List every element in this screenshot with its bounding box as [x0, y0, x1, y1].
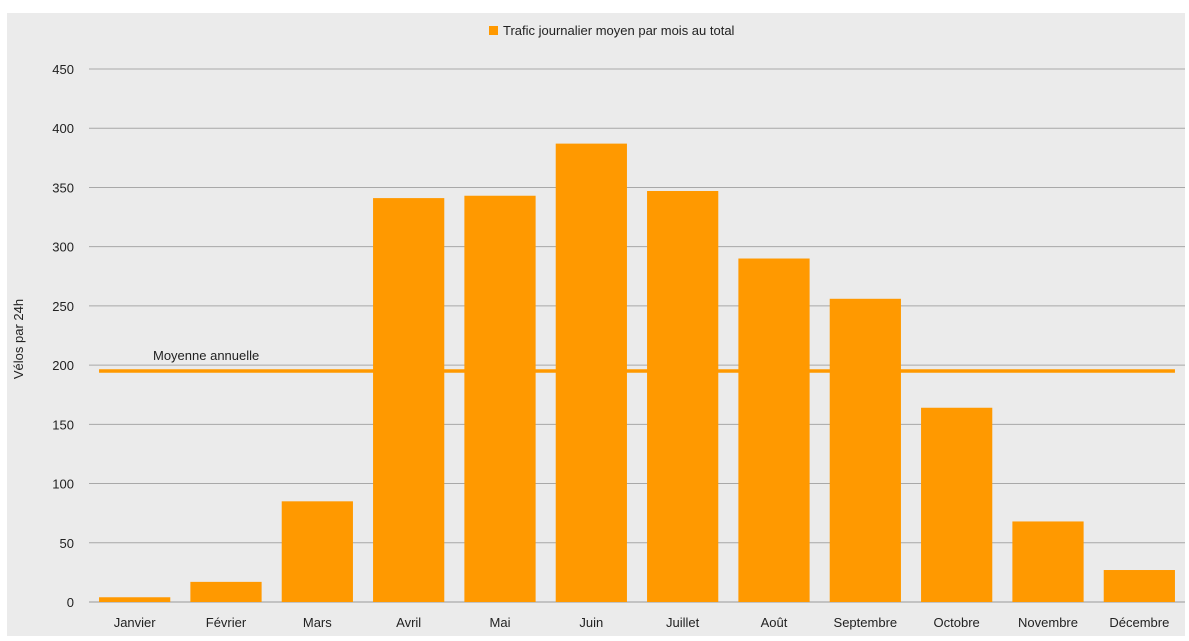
bar: [281, 501, 353, 602]
y-tick-label: 200: [52, 358, 74, 373]
y-tick-label: 400: [52, 121, 74, 136]
bar: [373, 198, 445, 603]
legend: Trafic journalier moyen par mois au tota…: [489, 23, 735, 38]
bar: [647, 190, 719, 602]
bar: [1103, 570, 1175, 602]
y-tick-label: 50: [60, 536, 74, 551]
bar: [464, 195, 536, 603]
annual-mean: Moyenne annuelle: [99, 348, 1175, 373]
bar: [738, 258, 810, 602]
x-tick-label: Octobre: [934, 615, 980, 630]
x-tick-label: Septembre: [834, 615, 898, 630]
bar: [190, 581, 262, 602]
y-tick-label: 250: [52, 299, 74, 314]
y-tick-label: 150: [52, 417, 74, 432]
x-axis-ticks: Janvier Février Mars Avril Mai Juin Juillet Aoû…: [114, 615, 1170, 630]
y-tick-label: 450: [52, 62, 74, 77]
bar: [829, 298, 901, 602]
x-tick-label: Mars: [303, 615, 332, 630]
bars: [99, 143, 1175, 603]
legend-swatch: [489, 26, 498, 35]
bar: [1012, 521, 1084, 602]
chart-frame: 0 50 100 150 200 250 300 350 400 450 Janvier Févri…: [7, 13, 1185, 636]
x-tick-label: Novembre: [1018, 615, 1078, 630]
y-tick-label: 0: [67, 595, 74, 610]
gridlines: [89, 68, 1185, 603]
bar-chart: 0 50 100 150 200 250 300 350 400 450 Janvier Févri…: [11, 23, 1185, 630]
bar: [99, 597, 171, 602]
bar: [921, 407, 993, 602]
x-tick-label: Janvier: [114, 615, 157, 630]
x-tick-label: Juin: [579, 615, 603, 630]
x-tick-label: Août: [761, 615, 788, 630]
y-axis-ticks: 0 50 100 150 200 250 300 350 400 450: [52, 62, 74, 610]
legend-label: Trafic journalier moyen par mois au tota…: [503, 23, 735, 38]
x-tick-label: Juillet: [666, 615, 700, 630]
x-tick-label: Mai: [490, 615, 511, 630]
annual-mean-label: Moyenne annuelle: [153, 348, 259, 363]
bar: [555, 143, 627, 602]
y-tick-label: 350: [52, 180, 74, 195]
x-tick-label: Février: [206, 615, 247, 630]
y-tick-label: 100: [52, 477, 74, 492]
x-tick-label: Décembre: [1109, 615, 1169, 630]
y-axis-label: Vélos par 24h: [11, 299, 26, 379]
x-tick-label: Avril: [396, 615, 421, 630]
y-tick-label: 300: [52, 240, 74, 255]
